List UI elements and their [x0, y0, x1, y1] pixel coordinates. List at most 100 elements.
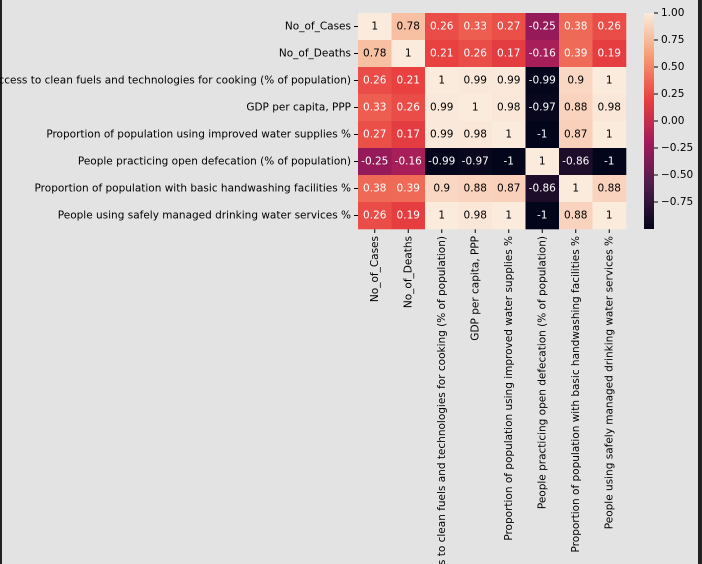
y-tick-label: No_of_Deaths [279, 48, 351, 60]
heatmap-cell [559, 175, 593, 203]
heatmap-cell [525, 175, 560, 203]
heatmap-cell [492, 94, 526, 122]
heatmap-cell [525, 148, 560, 176]
cell-label: 1 [606, 210, 613, 222]
cell-label: 1 [405, 48, 412, 60]
cell-label: -0.25 [361, 156, 388, 168]
cell-label: 1 [505, 129, 512, 141]
x-tick-label: People using safely managed drinking wat… [603, 236, 615, 529]
heatmap-cell [458, 148, 493, 176]
colorbar-tick-label: 0.00 [661, 115, 684, 127]
heatmap-cell [391, 40, 426, 68]
heatmap-cell [525, 202, 560, 230]
heatmap-cell [458, 175, 493, 203]
x-tick-label: Proportion of population with basic hand… [570, 236, 582, 552]
cell-label: 0.19 [397, 210, 420, 222]
cell-label: -1 [537, 129, 547, 141]
heatmap-cell [492, 175, 526, 203]
heatmap-cell [358, 121, 392, 149]
heatmap-cell [425, 94, 459, 122]
y-tick-label: People using safely managed drinking wat… [58, 210, 351, 222]
cell-label: 0.33 [363, 102, 386, 114]
heatmap-cell [559, 94, 593, 122]
heatmap-cell [425, 13, 459, 41]
cell-label: -1 [604, 156, 614, 168]
cell-label: -1 [504, 156, 514, 168]
x-tick-label: No_of_Deaths [402, 236, 414, 308]
heatmap-cell [358, 13, 392, 41]
y-tick-label: Proportion of population with basic hand… [35, 183, 351, 195]
cell-label: 0.98 [464, 210, 487, 222]
cell-label: -0.86 [562, 156, 589, 168]
cell-label: 1 [438, 210, 445, 222]
heatmap-cell [458, 202, 493, 230]
x-tick-label: No_of_Cases [369, 236, 381, 302]
heatmap-cell [525, 121, 560, 149]
heatmap-cell [425, 121, 459, 149]
heatmap-cell [559, 202, 593, 230]
cell-label: 0.17 [497, 48, 520, 60]
colorbar-tick-label: 0.50 [661, 61, 684, 73]
cell-label: 0.88 [464, 183, 487, 195]
frame-edge [698, 0, 702, 564]
heatmap-cell [425, 148, 459, 176]
heatmap-cell [391, 94, 426, 122]
cell-label: 0.26 [430, 21, 454, 33]
cell-label: 0.98 [464, 129, 487, 141]
colorbar [644, 13, 654, 229]
y-tick-label: No_of_Cases [285, 21, 351, 33]
cell-label: -0.97 [529, 102, 556, 114]
cell-label: 1 [472, 102, 479, 114]
heatmap-cell [592, 67, 627, 95]
cell-label: -0.16 [529, 48, 556, 60]
y-tick-label: GDP per capita, PPP [246, 102, 351, 114]
heatmap-cell [559, 121, 593, 149]
cell-label: 1 [539, 156, 546, 168]
x-tick-label: Proportion of population using improved … [503, 236, 515, 541]
heatmap-cell [391, 148, 426, 176]
heatmap-cell [559, 67, 593, 95]
cell-label: 0.39 [564, 48, 587, 60]
heatmap-cell [358, 175, 392, 203]
cell-label: 1 [606, 75, 613, 87]
heatmap-cell [592, 121, 627, 149]
heatmap-cell [492, 67, 526, 95]
heatmap-cell [592, 202, 627, 230]
heatmap-cell [592, 13, 627, 41]
cell-label: 0.98 [497, 102, 520, 114]
heatmap-cell [458, 67, 493, 95]
cell-label: 0.38 [363, 183, 386, 195]
cell-label: 0.27 [497, 21, 520, 33]
heatmap-cell [358, 148, 392, 176]
cell-label: 0.88 [564, 102, 587, 114]
cell-label: 0.33 [464, 21, 487, 33]
cell-label: 0.88 [598, 183, 621, 195]
x-tick-label: People practicing open defecation (% of … [536, 236, 548, 509]
cell-label: 0.88 [564, 210, 587, 222]
y-tick-label: Proportion of population using improved … [46, 129, 351, 141]
cell-label: 0.21 [397, 75, 420, 87]
heatmap-cell [391, 67, 426, 95]
heatmap-cell [425, 40, 459, 68]
cell-label: 1 [606, 129, 613, 141]
cell-label: 0.26 [464, 48, 488, 60]
heatmap-cell [559, 13, 593, 41]
heatmap-cell [358, 202, 392, 230]
x-tick-label: GDP per capita, PPP [469, 236, 481, 341]
cell-label: 0.17 [397, 129, 420, 141]
cell-label: 0.21 [430, 48, 453, 60]
frame-edge [0, 0, 2, 564]
heatmap-cell [559, 40, 593, 68]
colorbar-tick-label: 0.25 [661, 88, 684, 100]
heatmap-cell [458, 121, 493, 149]
heatmap-cell [425, 202, 459, 230]
cell-label: -0.99 [529, 75, 556, 87]
heatmap-cell [525, 67, 560, 95]
heatmap-cell [358, 67, 392, 95]
heatmap-cell [559, 148, 593, 176]
cell-label: -0.25 [529, 21, 556, 33]
cell-label: 1 [438, 75, 445, 87]
heatmap-cell [425, 175, 459, 203]
